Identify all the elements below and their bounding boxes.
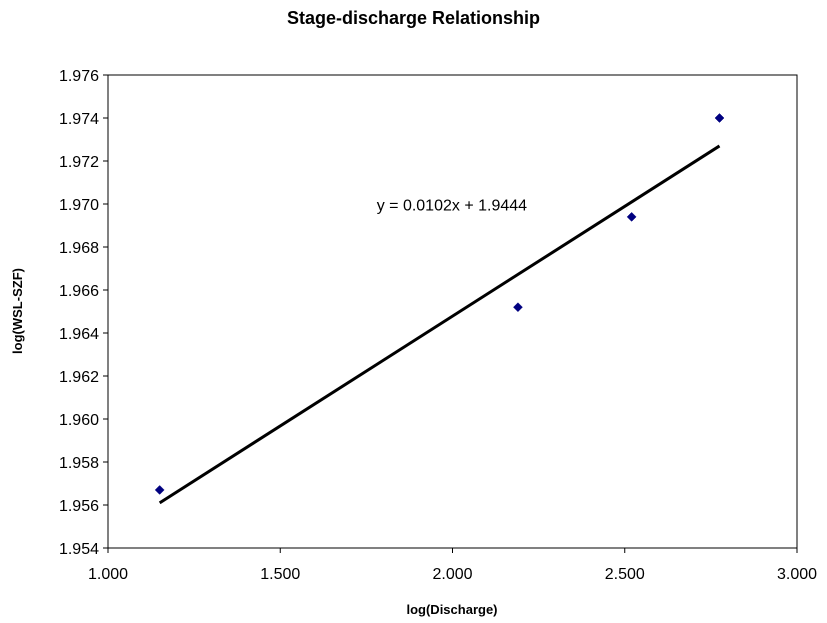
data-point [626,212,637,222]
data-point [154,485,165,495]
x-tick-label: 1.500 [260,566,300,583]
annotation-layer: y = 0.0102x + 1.9444 [377,197,527,214]
x-tick-label: 1.000 [88,566,128,583]
x-axis-ticks: 1.000 1.500 2.000 2.500 3.000 [88,548,817,583]
y-tick-label: 1.966 [59,283,99,300]
x-axis-label: log(Discharge) [406,602,497,617]
y-tick-label: 1.972 [59,154,99,171]
y-axis-ticks: 1.954 1.956 1.958 1.960 1.962 1.964 1.966 1.968… [59,68,108,558]
y-axis-label: log(WSL-SZF) [10,268,25,354]
series-layer [154,113,725,505]
chart-title: Stage-discharge Relationship [286,8,541,28]
trendline [158,144,721,505]
data-point [714,113,725,123]
y-tick-label: 1.960 [59,412,99,429]
y-tick-label: 1.956 [59,498,99,515]
data-point [513,302,523,313]
y-tick-label: 1.958 [59,455,99,472]
y-tick-label: 1.976 [59,68,99,85]
x-tick-label: 3.000 [777,566,817,583]
x-tick-label: 2.000 [432,566,472,583]
y-tick-label: 1.964 [59,326,99,343]
y-tick-label: 1.962 [59,369,99,386]
y-tick-label: 1.974 [59,111,99,128]
x-tick-label: 2.500 [605,566,645,583]
plot-area [107,74,798,549]
y-tick-label: 1.954 [59,541,99,558]
y-tick-label: 1.970 [59,197,99,214]
trendline-equation: y = 0.0102x + 1.9444 [377,197,527,214]
y-tick-label: 1.968 [59,240,99,257]
